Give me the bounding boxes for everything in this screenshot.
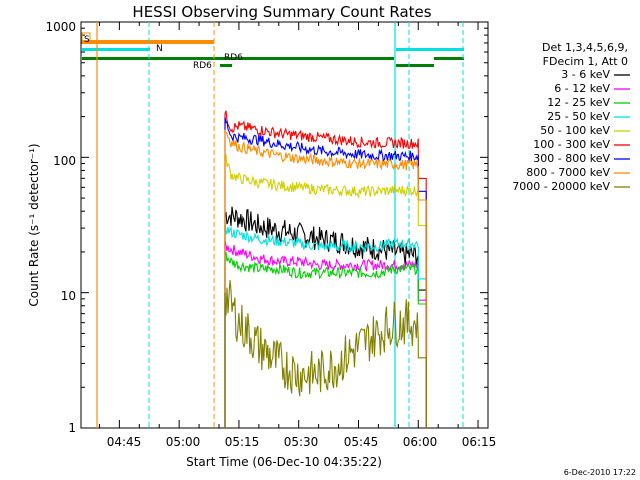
plot-frame [80, 21, 489, 429]
x-tick-label: 05:00 [166, 435, 201, 449]
flag-bar [82, 57, 394, 60]
y-tick-label: 10 [61, 289, 76, 303]
legend-label: 3 - 6 keV [561, 68, 610, 81]
legend-entry: 50 - 100 keV [540, 124, 630, 137]
timestamp: 6-Dec-2010 17:22 [564, 468, 636, 477]
legend-entry: 7000 - 20000 keV [512, 180, 630, 193]
series-line [224, 129, 427, 428]
flag-bar [220, 64, 232, 67]
flag-label: RD6 [193, 61, 212, 71]
y-tick-label: 1 [68, 421, 76, 435]
legend-entry: 800 - 7000 keV [526, 166, 630, 179]
legend-header-line-1: Det 1,3,4,5,6,9, [542, 41, 628, 54]
flag-label: N [156, 44, 163, 54]
chart-title: HESSI Observing Summary Count Rates [132, 3, 431, 21]
legend-entry: 6 - 12 keV [554, 82, 630, 95]
series-line [224, 154, 427, 428]
legend-header-line-2: FDecim 1, Att 0 [543, 55, 628, 68]
x-tick-label: 05:15 [225, 435, 260, 449]
flag-marker [81, 32, 91, 43]
legend-entry: 25 - 50 keV [547, 110, 630, 123]
flag-bar [396, 48, 464, 51]
flag-bar [82, 40, 214, 44]
flag-label: S [84, 35, 90, 45]
series-line [224, 206, 427, 428]
legend-label: 12 - 25 keV [547, 96, 610, 109]
x-tick-label: 06:00 [403, 435, 438, 449]
legend-label: 300 - 800 keV [533, 152, 610, 165]
x-tick-label: 05:30 [284, 435, 319, 449]
y-tick-label: 1000 [45, 20, 76, 34]
x-axis-label: Start Time (06-Dec-10 04:35:22) [186, 455, 382, 469]
flag-bar [396, 64, 434, 67]
x-tick-label: 04:45 [107, 435, 142, 449]
x-tick-label: 06:15 [462, 435, 497, 449]
series-line [224, 251, 427, 428]
legend-entry: 100 - 300 keV [533, 138, 630, 151]
series-layer [224, 110, 427, 428]
series-line [224, 240, 427, 428]
y-axis-label: Count Rate (s⁻¹ detector⁻¹) [27, 143, 41, 306]
series-line [224, 222, 427, 428]
series-line [224, 280, 427, 428]
legend-entry: 12 - 25 keV [547, 96, 630, 109]
flag-bar [434, 57, 464, 60]
y-tick-label: 100 [53, 154, 76, 168]
legend-label: 6 - 12 keV [554, 82, 610, 95]
series-line [224, 110, 427, 428]
legend-label: 7000 - 20000 keV [512, 180, 610, 193]
legend-label: 100 - 300 keV [533, 138, 610, 151]
flag-label: RD6 [224, 53, 243, 63]
flag-bar [82, 48, 150, 51]
legend-entry: 3 - 6 keV [561, 68, 630, 81]
x-tick-label: 05:45 [344, 435, 379, 449]
series-line [224, 117, 427, 428]
legend-label: 50 - 100 keV [540, 124, 610, 137]
legend-label: 25 - 50 keV [547, 110, 610, 123]
legend-label: 800 - 7000 keV [526, 166, 610, 179]
legend-entry: 300 - 800 keV [533, 152, 630, 165]
